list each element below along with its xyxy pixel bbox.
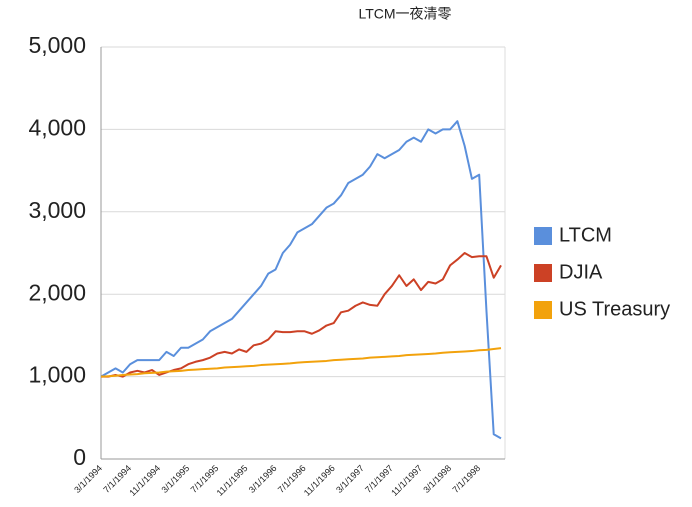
series-line <box>100 347 502 378</box>
x-tick-label: 3/1/1997 <box>334 463 366 495</box>
series-line <box>100 120 502 440</box>
y-tick-label: 3,000 <box>28 197 86 223</box>
x-tick-label: 3/1/1996 <box>247 463 279 495</box>
legend-swatch <box>534 227 552 245</box>
x-tick-label: 11/1/1995 <box>215 463 250 498</box>
y-tick-label: 1,000 <box>28 362 86 388</box>
x-tick-label: 3/1/1995 <box>160 463 192 495</box>
y-tick-label: 4,000 <box>28 114 86 140</box>
legend-swatch <box>534 264 552 282</box>
y-tick-label: 2,000 <box>28 279 86 305</box>
legend-swatch <box>534 301 552 319</box>
legend-label: LTCM <box>559 224 612 246</box>
legend-label: US Treasury <box>559 298 670 320</box>
x-tick-label: 3/1/1998 <box>421 463 453 495</box>
x-tick-label: 7/1/1998 <box>450 463 482 495</box>
x-tick-label: 11/1/1997 <box>389 463 424 498</box>
x-tick-label: 11/1/1994 <box>127 463 162 498</box>
x-tick-label: 11/1/1996 <box>302 463 337 498</box>
y-tick-label: 5,000 <box>28 32 86 58</box>
y-tick-label: 0 <box>73 444 86 470</box>
legend-label: DJIA <box>559 261 603 283</box>
chart-title: LTCM一夜清零 <box>358 6 451 22</box>
